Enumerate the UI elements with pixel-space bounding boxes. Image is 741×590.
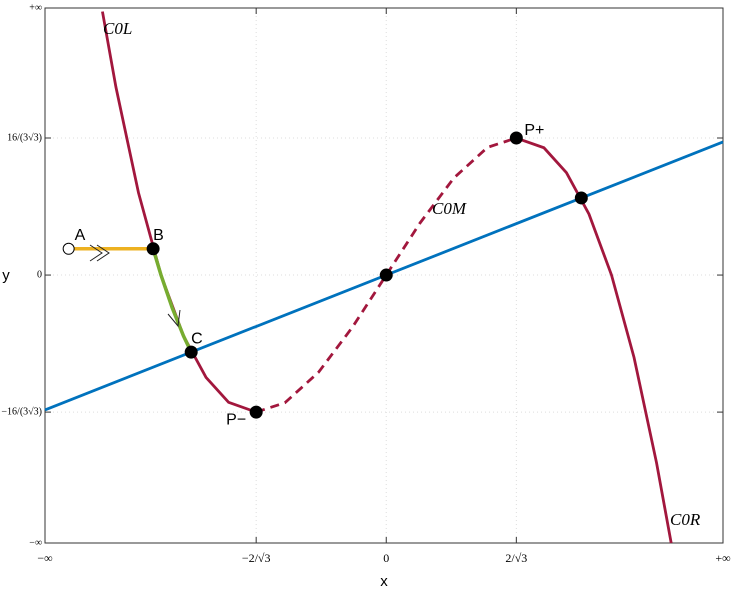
- y-tick-label: +∞: [29, 2, 42, 13]
- y-tick-label: −∞: [29, 537, 42, 548]
- point: [62, 242, 75, 255]
- point-label: A: [75, 227, 86, 244]
- point: [146, 242, 160, 256]
- point: [574, 191, 588, 205]
- y-tick-label: 0: [37, 269, 42, 280]
- y-axis-label: y: [2, 267, 10, 284]
- curve-label: C0R: [670, 510, 701, 529]
- point: [379, 268, 393, 282]
- series-line: [515, 136, 673, 544]
- x-tick-label: 2/√3: [505, 551, 527, 565]
- point-label: B: [153, 227, 164, 244]
- point-label: C: [191, 330, 203, 347]
- plot-frame: [44, 7, 724, 544]
- arrow: [167, 309, 181, 328]
- x-axis-label: x: [380, 573, 388, 590]
- point: [249, 405, 263, 419]
- y-tick-label: 16/(3√3): [7, 132, 42, 143]
- series-line: [151, 248, 193, 353]
- arrow: [89, 244, 110, 262]
- x-tick-label: −2/√3: [242, 551, 271, 565]
- series-line: [255, 136, 517, 414]
- y-tick-label: −16/(3√3): [1, 406, 42, 417]
- x-tick-label: +∞: [715, 551, 730, 565]
- curve-label: C0M: [432, 199, 467, 218]
- point: [509, 131, 523, 145]
- point-label: P−: [226, 411, 246, 428]
- x-tick-label: 0: [383, 551, 389, 565]
- point-label: P+: [524, 122, 544, 139]
- point: [184, 345, 198, 359]
- curve-label: C0L: [103, 19, 132, 38]
- x-tick-label: −∞: [37, 551, 52, 565]
